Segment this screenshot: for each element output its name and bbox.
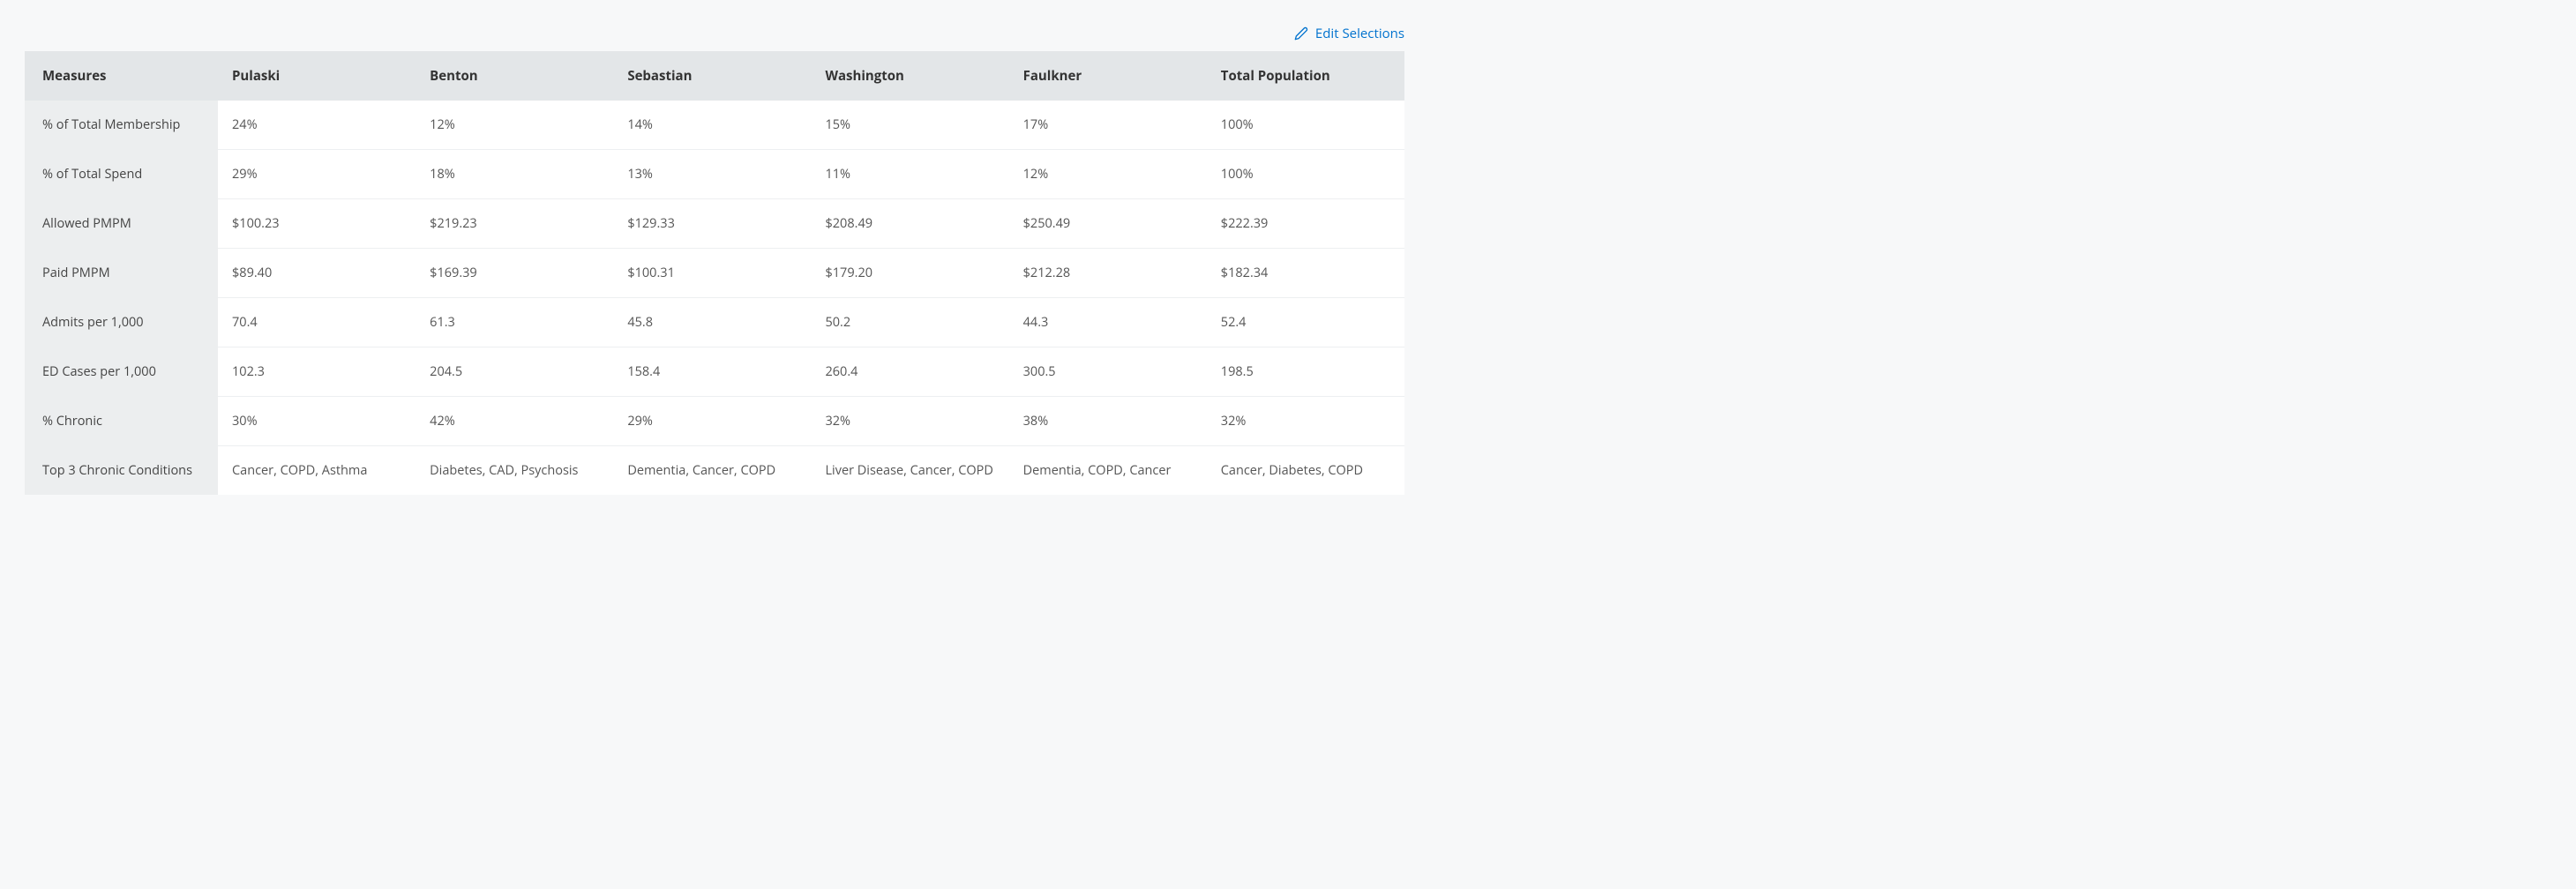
col-header-washington: Washington [811,51,1008,101]
measure-cell: % Chronic [25,397,218,446]
data-cell: 24% [218,101,416,150]
data-cell: 18% [416,150,613,199]
data-cell: 12% [1009,150,1207,199]
data-cell: 42% [416,397,613,446]
data-cell: 100% [1207,150,1404,199]
data-cell: 12% [416,101,613,150]
data-cell: 44.3 [1009,298,1207,347]
measure-cell: Allowed PMPM [25,199,218,249]
measure-cell: Admits per 1,000 [25,298,218,347]
data-cell: Dementia, COPD, Cancer [1009,446,1207,496]
col-header-sebastian: Sebastian [613,51,811,101]
data-cell: 32% [811,397,1008,446]
table-row: % of Total Membership24%12%14%15%17%100% [25,101,1404,150]
data-cell: 70.4 [218,298,416,347]
data-cell: 29% [218,150,416,199]
data-cell: Diabetes, CAD, Psychosis [416,446,613,496]
data-cell: Cancer, Diabetes, COPD [1207,446,1404,496]
measure-cell: ED Cases per 1,000 [25,347,218,397]
data-cell: 30% [218,397,416,446]
data-cell: 198.5 [1207,347,1404,397]
data-cell: 158.4 [613,347,811,397]
col-header-total: Total Population [1207,51,1404,101]
data-cell: 300.5 [1009,347,1207,397]
measure-cell: % of Total Membership [25,101,218,150]
data-cell: 32% [1207,397,1404,446]
data-cell: $182.34 [1207,249,1404,298]
data-cell: 52.4 [1207,298,1404,347]
data-cell: $89.40 [218,249,416,298]
data-cell: $222.39 [1207,199,1404,249]
data-cell: 260.4 [811,347,1008,397]
data-cell: 45.8 [613,298,811,347]
table-row: ED Cases per 1,000102.3204.5158.4260.430… [25,347,1404,397]
table-row: Paid PMPM$89.40$169.39$100.31$179.20$212… [25,249,1404,298]
measure-cell: Top 3 Chronic Conditions [25,446,218,496]
table-row: % Chronic30%42%29%32%38%32% [25,397,1404,446]
data-cell: 17% [1009,101,1207,150]
data-cell: 100% [1207,101,1404,150]
data-cell: 204.5 [416,347,613,397]
edit-selections-button[interactable]: Edit Selections [25,25,1404,42]
table-row: Allowed PMPM$100.23$219.23$129.33$208.49… [25,199,1404,249]
measure-cell: Paid PMPM [25,249,218,298]
table-header-row: Measures Pulaski Benton Sebastian Washin… [25,51,1404,101]
measure-cell: % of Total Spend [25,150,218,199]
data-cell: $169.39 [416,249,613,298]
table-row: % of Total Spend29%18%13%11%12%100% [25,150,1404,199]
edit-selections-label: Edit Selections [1315,25,1404,42]
data-cell: $219.23 [416,199,613,249]
data-cell: 11% [811,150,1008,199]
data-cell: 61.3 [416,298,613,347]
data-cell: 50.2 [811,298,1008,347]
data-cell: $179.20 [811,249,1008,298]
data-cell: $100.31 [613,249,811,298]
table-row: Top 3 Chronic ConditionsCancer, COPD, As… [25,446,1404,496]
table-row: Admits per 1,00070.461.345.850.244.352.4 [25,298,1404,347]
data-cell: 29% [613,397,811,446]
data-cell: $129.33 [613,199,811,249]
pencil-icon [1294,26,1308,41]
data-cell: 15% [811,101,1008,150]
data-cell: 102.3 [218,347,416,397]
data-cell: 38% [1009,397,1207,446]
col-header-pulaski: Pulaski [218,51,416,101]
data-cell: Dementia, Cancer, COPD [613,446,811,496]
col-header-benton: Benton [416,51,613,101]
data-cell: $212.28 [1009,249,1207,298]
col-header-measures: Measures [25,51,218,101]
data-cell: 14% [613,101,811,150]
data-cell: $208.49 [811,199,1008,249]
measures-table: Measures Pulaski Benton Sebastian Washin… [25,51,1404,495]
data-cell: $250.49 [1009,199,1207,249]
data-cell: $100.23 [218,199,416,249]
data-cell: Liver Disease, Cancer, COPD [811,446,1008,496]
col-header-faulkner: Faulkner [1009,51,1207,101]
data-cell: Cancer, COPD, Asthma [218,446,416,496]
data-cell: 13% [613,150,811,199]
